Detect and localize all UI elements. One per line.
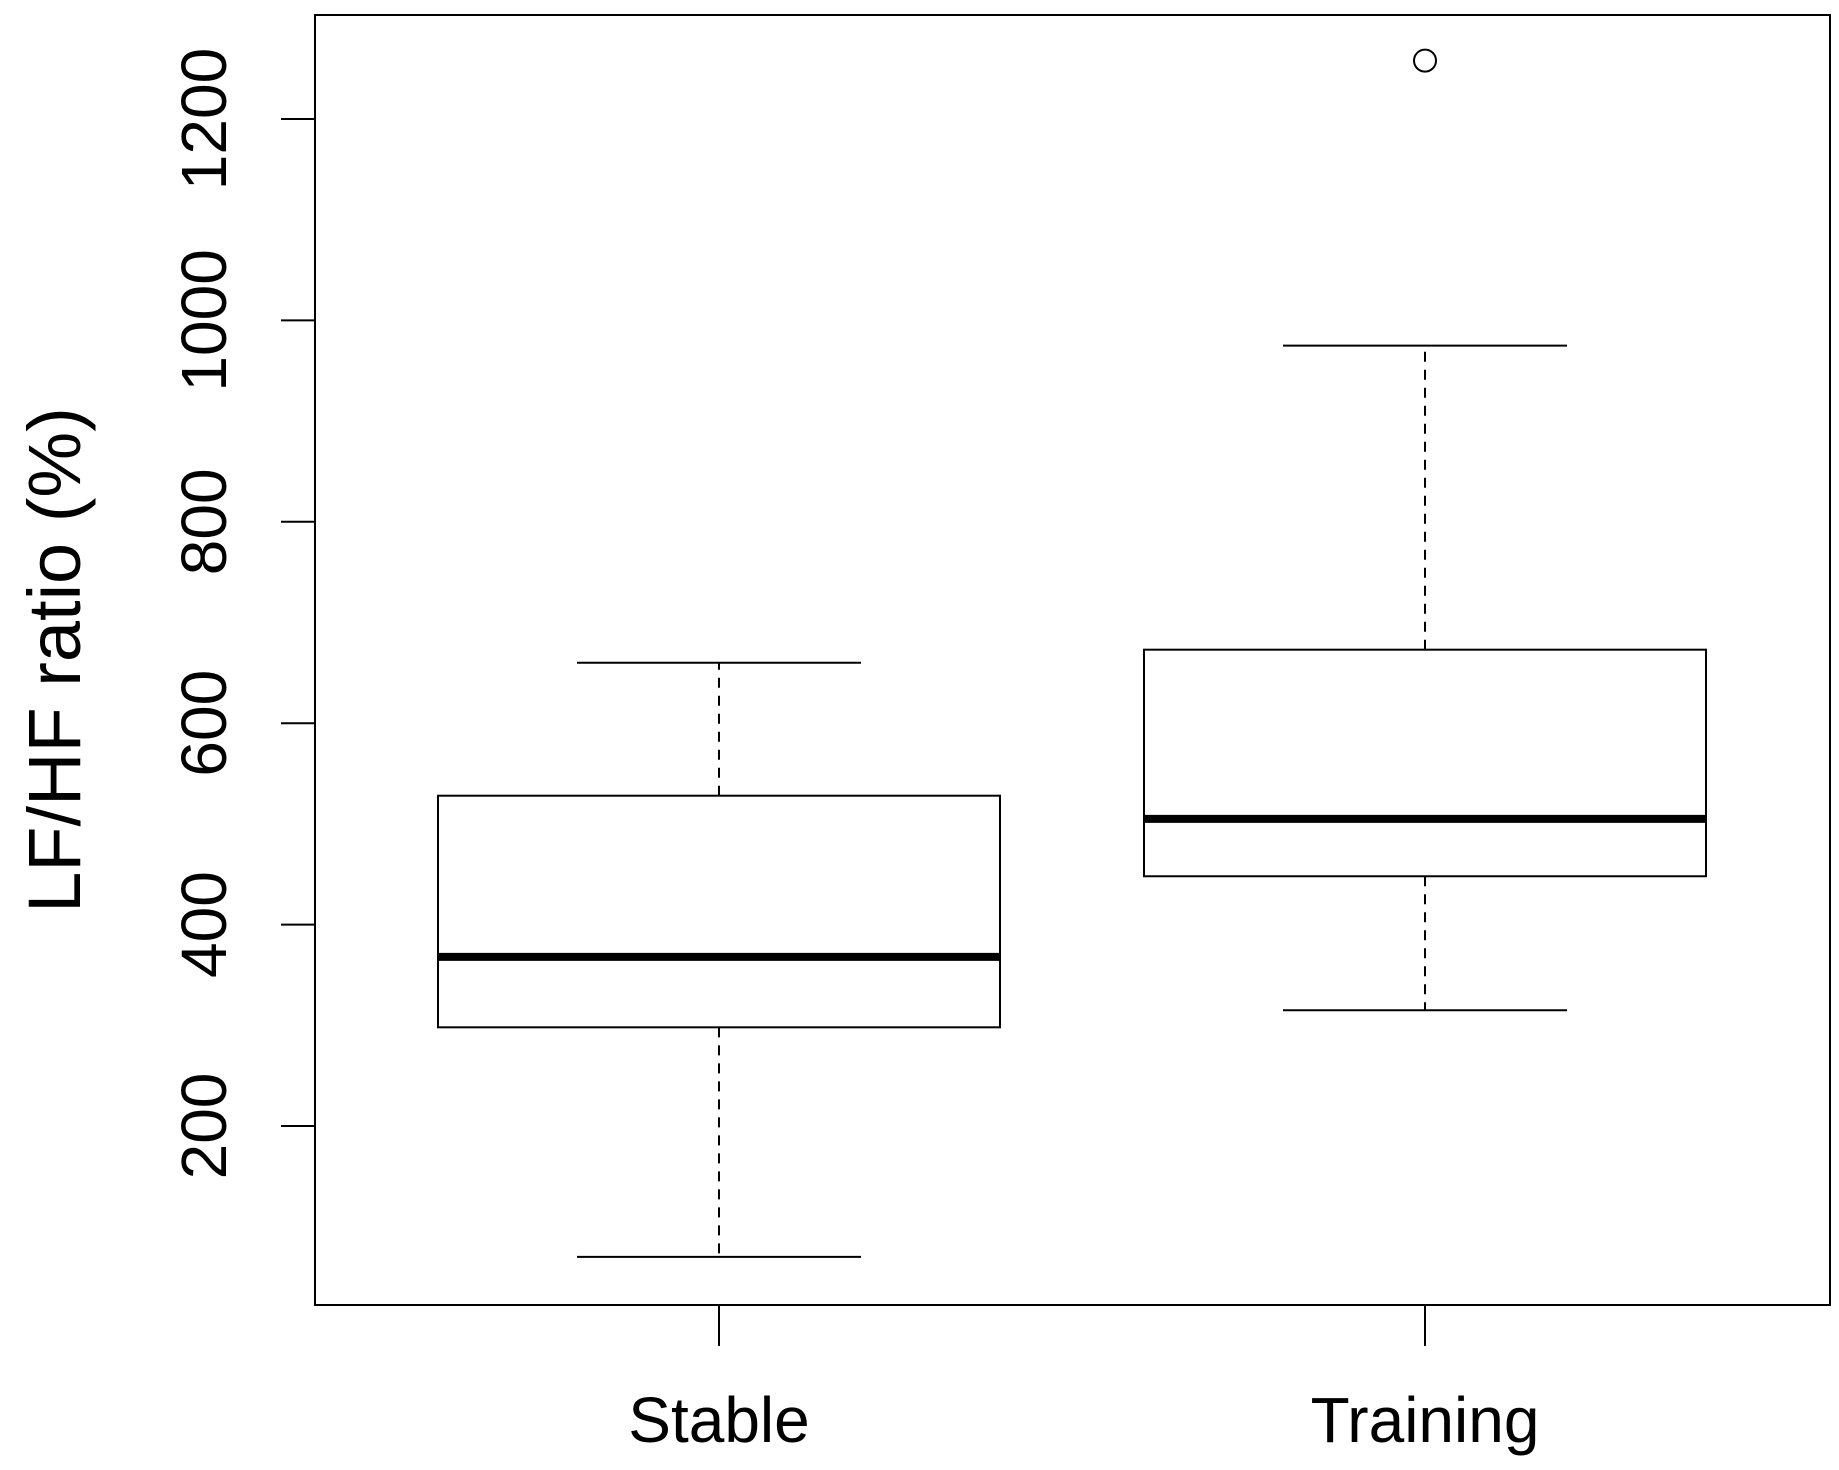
box-stable [437,661,1001,1258]
boxes-layer [437,48,1707,1258]
y-axis-label: LF/HF ratio (%) [13,407,96,913]
box-training [1143,48,1707,1012]
x-tick-label: Stable [628,1384,809,1456]
y-tick-label: 800 [168,468,240,575]
y-axis: 200 400 600 800 1000 1200 [168,48,316,1180]
y-tick-label: 600 [168,670,240,777]
y-tick-label: 1200 [168,48,240,190]
x-tick-label: Training [1311,1384,1540,1456]
iqr-box [437,794,1001,1029]
x-axis: Stable Training [628,1305,1539,1456]
y-tick-label: 1000 [168,249,240,391]
y-tick-label: 400 [168,871,240,978]
y-tick-label: 200 [168,1073,240,1180]
iqr-box [1143,648,1707,878]
outlier-point [1413,48,1437,73]
